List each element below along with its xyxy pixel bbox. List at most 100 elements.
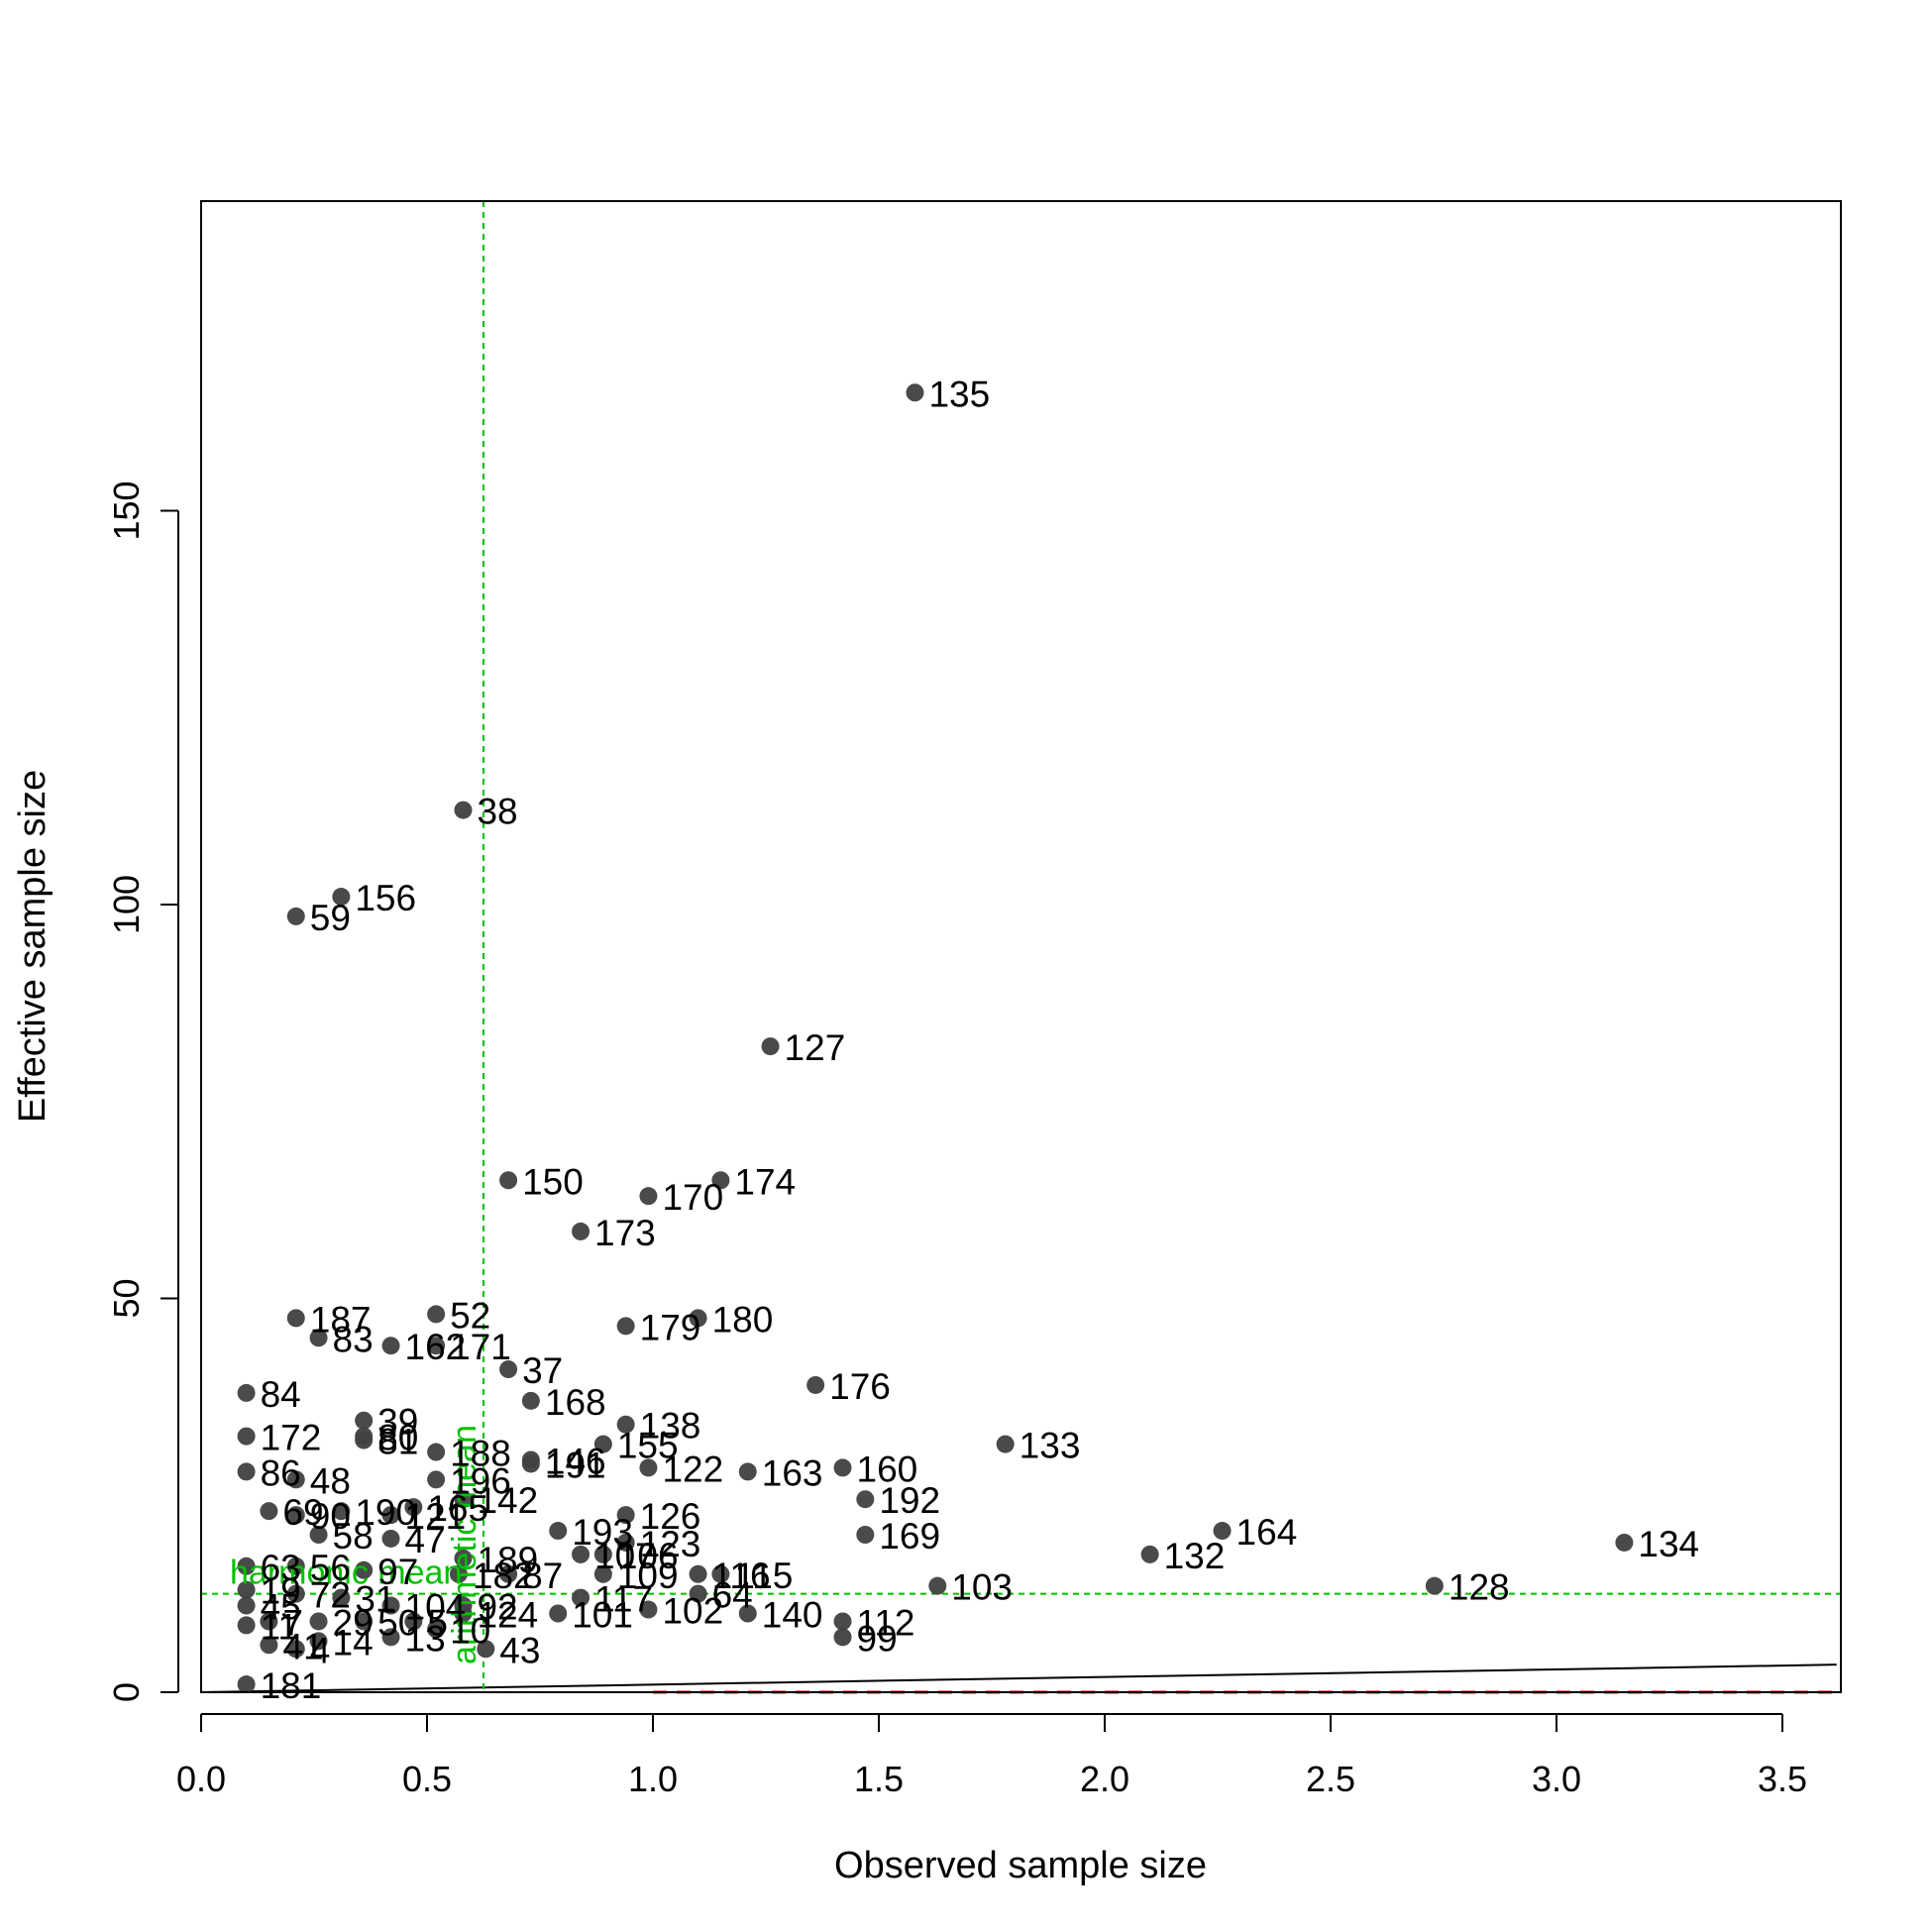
data-point [906,383,924,402]
point-label: 10 [450,1610,490,1651]
point-label: 188 [450,1434,511,1474]
data-point [616,1317,635,1336]
data-point [806,1375,825,1394]
data-point [332,1502,351,1521]
data-point [404,1612,423,1631]
data-point [593,1545,612,1563]
data-point [572,1222,590,1240]
point-label: 90 [310,1496,351,1537]
point-label: 99 [857,1618,898,1659]
point-label: 123 [640,1524,701,1564]
point-label: 155 [617,1426,679,1466]
data-point [237,1556,256,1575]
point-label: 102 [662,1591,723,1632]
data-point [689,1584,707,1603]
data-point [477,1640,495,1659]
data-point [499,1564,518,1583]
point-label: 163 [762,1452,823,1493]
data-point [381,1628,400,1647]
point-label: 142 [477,1480,538,1521]
data-point [454,801,473,819]
point-label: 84 [261,1374,301,1415]
point-label: 122 [662,1449,723,1489]
point-label: 52 [450,1295,490,1336]
y-tick-label: 50 [106,1278,147,1318]
data-point [427,1620,446,1639]
data-point [237,1462,256,1481]
y-tick-label: 100 [106,875,147,934]
data-point [593,1564,612,1583]
point-label: 97 [377,1552,418,1592]
point-label: 7 [282,1602,303,1643]
point-label: 121 [405,1496,467,1537]
data-point [454,1490,473,1509]
data-point [616,1533,635,1552]
point-label: 87 [522,1556,563,1596]
data-point [260,1636,278,1655]
point-label: 58 [333,1516,374,1556]
plot-frame [200,200,1842,1693]
data-point [1140,1545,1159,1563]
data-point [286,1640,305,1659]
point-label: 174 [734,1161,796,1202]
point-label: 48 [310,1460,351,1501]
y-tick-label: 150 [106,481,147,540]
point-label: 86 [261,1452,301,1493]
data-point [355,1612,374,1631]
x-tick-label: 2.5 [1306,1759,1355,1799]
data-point [381,1337,400,1355]
point-label: 39 [377,1402,418,1443]
data-point [499,1171,518,1190]
point-label: 92 [477,1587,517,1628]
data-point [427,1305,446,1324]
point-label: 38 [477,792,517,832]
data-point [260,1612,278,1631]
point-label: 116 [712,1556,771,1596]
data-point [689,1309,707,1328]
point-label: 171 [450,1327,511,1367]
point-label: 196 [450,1460,511,1501]
data-point [309,1526,328,1544]
point-label: 112 [857,1602,915,1643]
data-point [711,1564,730,1583]
data-point [928,1576,947,1595]
point-label: 169 [879,1516,940,1556]
data-point [355,1560,374,1579]
data-point [738,1462,757,1481]
point-label: 107 [594,1536,656,1576]
point-label: 31 [355,1579,395,1620]
data-point [572,1545,590,1563]
axes-layer: 0.0 0.5 1.0 1.5 2.0 2.5 3.0 3.5 0 50 100 150 [106,481,1807,1799]
points-layer [237,383,1634,1694]
data-point [593,1435,612,1453]
data-point [355,1431,374,1449]
data-point [549,1604,568,1623]
harmonic-mean-label: harmonic mean [230,1555,462,1592]
data-point [427,1337,446,1355]
point-label: 5 [427,1602,448,1643]
x-tick-label: 3.0 [1532,1759,1581,1799]
x-tick-label: 1.0 [628,1759,678,1799]
data-point [833,1628,852,1647]
point-label: 19 [261,1571,301,1612]
point-label: 193 [572,1512,633,1553]
point-label: 192 [879,1480,940,1521]
point-label: 127 [785,1027,846,1068]
data-point [738,1604,757,1623]
data-point [639,1600,658,1619]
point-label: 132 [1164,1536,1226,1576]
data-point [616,1415,635,1434]
data-point [286,1470,305,1489]
point-label: 104 [405,1587,467,1628]
data-point [286,1309,305,1328]
data-point [856,1490,875,1509]
point-label: 164 [1236,1512,1298,1553]
point-label: 83 [333,1319,374,1359]
data-point [616,1506,635,1525]
data-point [833,1458,852,1477]
point-label: 179 [640,1307,701,1347]
point-label: 45 [261,1587,301,1628]
point-label: 37 [522,1350,563,1391]
